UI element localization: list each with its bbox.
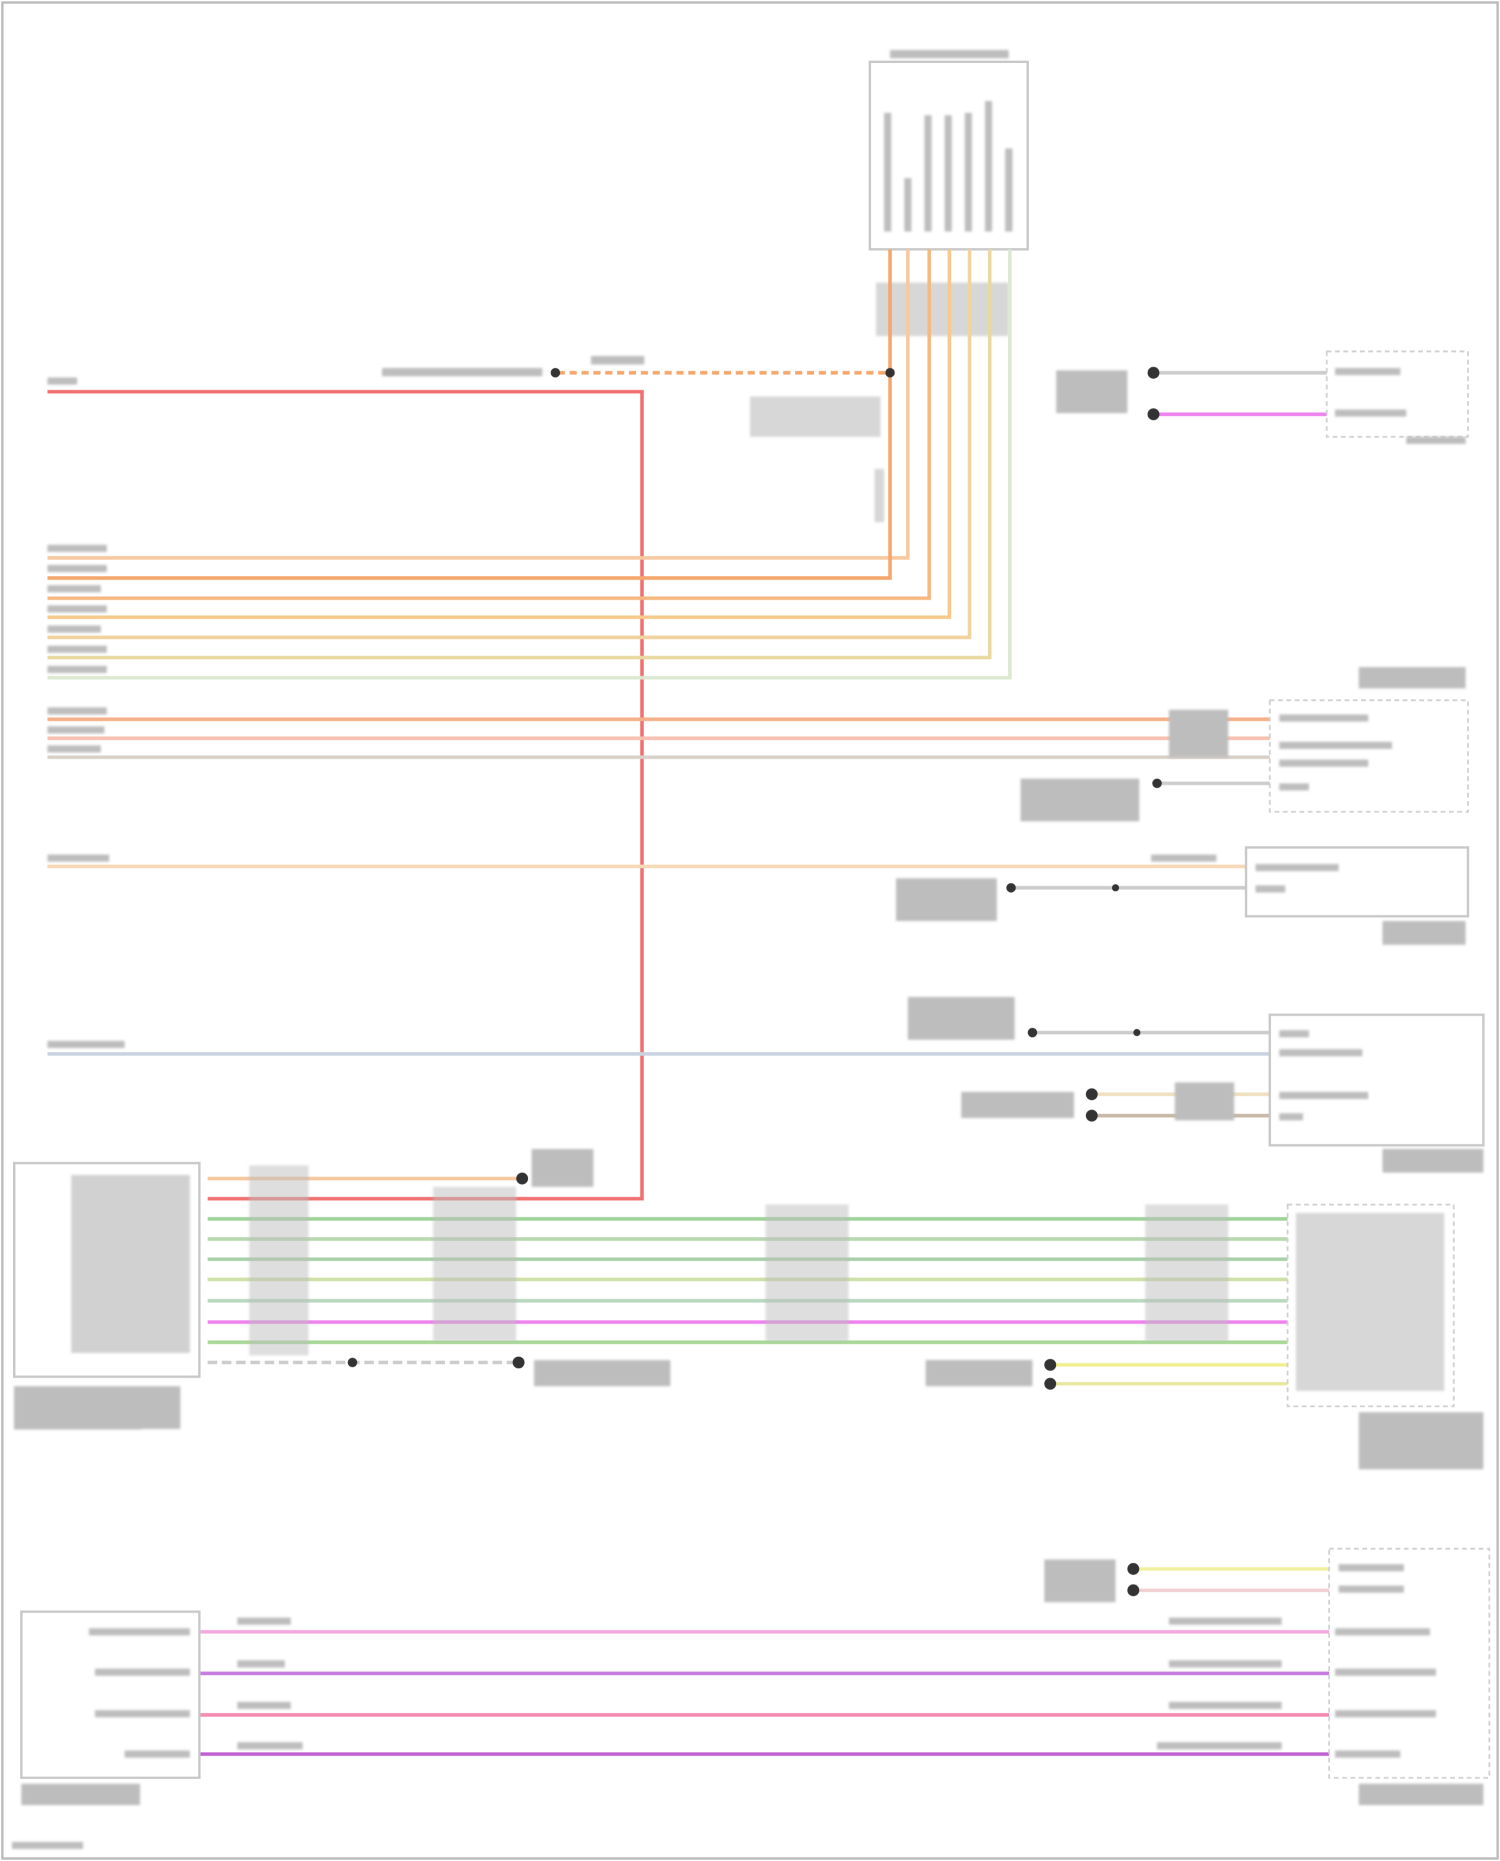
component-labels xyxy=(11,368,1484,1850)
splice-points xyxy=(347,366,1162,1597)
left-wire-labels xyxy=(47,377,125,1048)
wires xyxy=(47,249,1330,1756)
headlamp-switch xyxy=(382,49,1029,523)
components xyxy=(13,350,1491,1779)
